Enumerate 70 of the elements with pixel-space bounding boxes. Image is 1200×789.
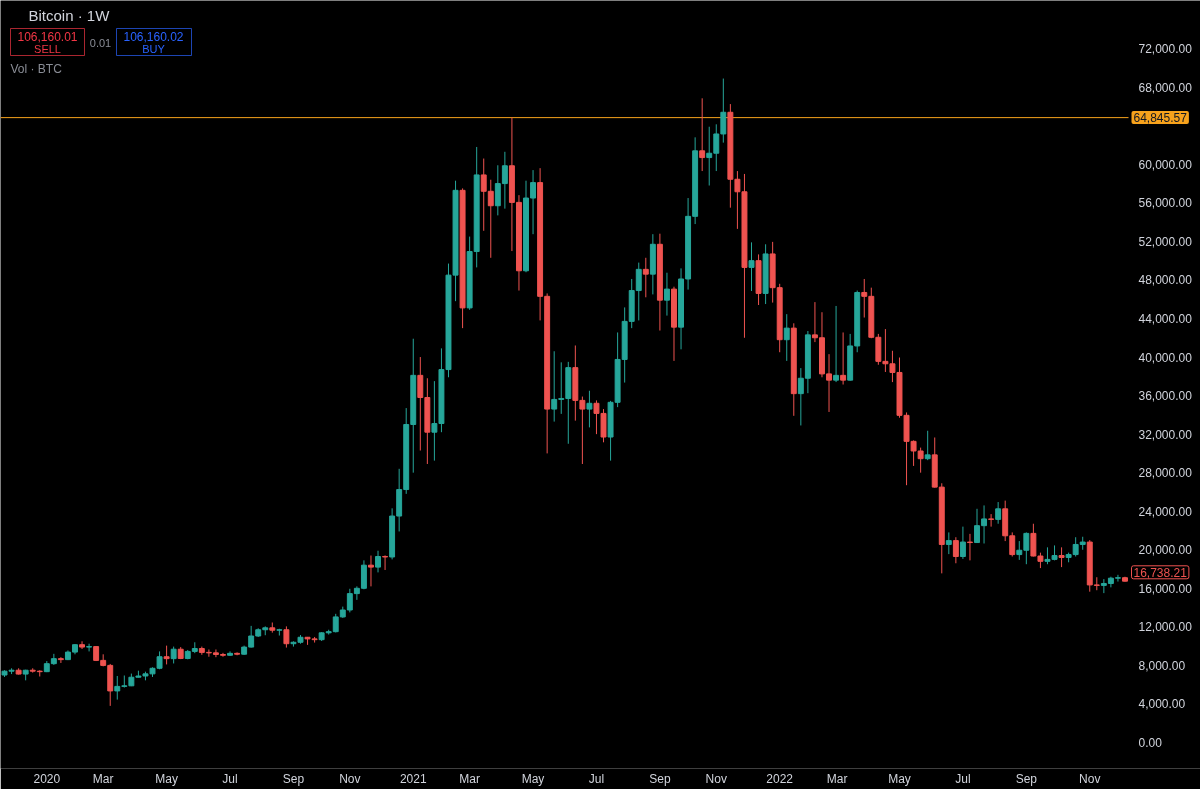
x-tick-label: 2021 [399,771,427,786]
candlestick [924,430,931,461]
x-tick-label: 2020 [33,771,61,786]
candlestick [783,313,790,362]
y-tick-label: 4,000.00 [1138,697,1186,712]
annotation: Vol · BTC [10,61,63,76]
candlestick [699,97,706,172]
candlestick [833,305,840,383]
candlestick [375,550,381,573]
y-tick-label: 28,000.00 [1138,466,1193,481]
candlestick [988,513,995,528]
y-tick-label: 0.00 [1138,735,1163,750]
candlestick [227,650,233,657]
y-tick-label: 40,000.00 [1138,350,1193,365]
chart-title: Bitcoin · 1W [28,7,111,24]
candlestick [952,536,959,564]
y-tick-label: 20,000.00 [1138,543,1193,558]
candlestick [967,533,973,561]
x-tick-label: Nov [1079,771,1101,786]
y-tick-label: 60,000.00 [1138,157,1193,172]
x-tick-label: Mar [826,771,848,786]
candlestick [748,241,755,292]
x-tick-label: 2022 [766,771,794,786]
x-tick-label: Nov [339,771,361,786]
y-tick-label: 52,000.00 [1138,234,1193,249]
y-tick-label: 32,000.00 [1138,427,1193,442]
candlestick [945,531,952,555]
candlestick [283,625,290,649]
annotation: BUY [142,42,166,55]
y-tick-label: 12,000.00 [1138,620,1193,635]
y-tick-label: 56,000.00 [1138,196,1193,211]
candlestick [1058,546,1065,568]
x-tick-label: Jul [588,771,605,786]
candlestick [840,331,847,385]
candlestick [642,257,649,298]
x-tick-label: May [521,771,545,786]
annotation: 106,160.02 [123,30,184,44]
candlestick [163,645,170,665]
annotation: 16,738.21 [1133,565,1188,580]
x-tick-label: Jul [222,771,238,786]
x-tick-label: Mar [459,771,480,786]
x-tick-label: Nov [705,771,727,786]
y-tick-label: 68,000.00 [1138,80,1193,95]
x-tick-label: May [155,771,178,786]
x-tick-label: May [888,771,911,786]
candlestick [959,526,966,560]
candlestick [86,643,93,652]
y-tick-label: 48,000.00 [1138,273,1193,288]
y-tick-label: 24,000.00 [1138,504,1193,519]
x-tick-label: Sep [282,771,305,786]
x-tick-label: Sep [1015,771,1038,786]
candlestick [382,554,389,571]
ref-line-label: 64,845.57 [1133,111,1188,126]
y-tick-label: 72,000.00 [1138,42,1193,57]
y-tick-label: 44,000.00 [1138,311,1193,326]
candlestick [995,501,1002,525]
candlestick [57,656,64,664]
y-tick-label: 36,000.00 [1138,389,1193,404]
candlestick [586,390,593,428]
annotation: 0.01 [89,36,112,49]
y-tick-label: 8,000.00 [1138,658,1186,673]
candlestick [663,272,670,317]
x-tick-label: Jul [955,771,971,786]
candlestick [79,640,86,650]
x-tick-label: Mar [92,771,114,786]
x-tick-label: Sep [649,771,671,786]
candlestick [368,555,374,587]
y-tick-label: 16,000.00 [1138,581,1193,596]
annotation: SELL [34,42,61,55]
annotation: 106,160.01 [17,30,78,44]
